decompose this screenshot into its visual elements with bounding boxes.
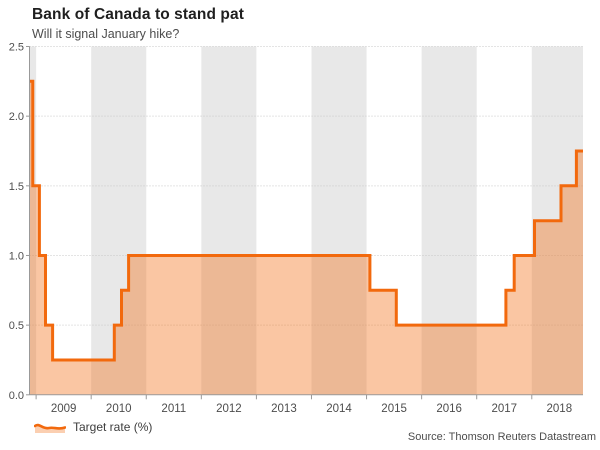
y-tick-label: 2.5 — [9, 42, 24, 54]
x-tick-label: 2011 — [161, 403, 186, 415]
year-band — [421, 46, 477, 395]
x-tick-label: 2013 — [271, 403, 297, 415]
area-chart-icon — [34, 423, 66, 433]
year-band — [91, 46, 147, 395]
legend: Target rate (%) — [34, 420, 152, 434]
y-tick-label: 1.5 — [9, 181, 24, 193]
y-tick-label: 0.0 — [9, 390, 24, 402]
y-tick-label: 2.0 — [9, 111, 24, 123]
chart-title: Bank of Canada to stand pat — [32, 6, 244, 23]
x-tick-label: 2014 — [326, 403, 352, 415]
x-tick-label: 2010 — [106, 403, 132, 415]
x-tick-label: 2009 — [51, 403, 77, 415]
x-tick-label: 2018 — [547, 403, 573, 415]
year-band — [29, 46, 37, 395]
y-tick-label: 1.0 — [9, 250, 24, 262]
target-rate-area — [29, 81, 583, 395]
target-rate-line — [29, 79, 583, 362]
chart-subtitle: Will it signal January hike? — [32, 27, 180, 41]
x-tick-label: 2017 — [491, 403, 517, 415]
y-tick-label: 0.5 — [9, 320, 24, 332]
year-band — [201, 46, 257, 395]
source-credit: Source: Thomson Reuters Datastream — [407, 431, 596, 443]
year-band — [311, 46, 367, 395]
x-tick-label: 2015 — [381, 403, 407, 415]
x-tick-label: 2016 — [436, 403, 462, 415]
x-tick-label: 2012 — [216, 403, 242, 415]
legend-label: Target rate (%) — [73, 420, 153, 434]
